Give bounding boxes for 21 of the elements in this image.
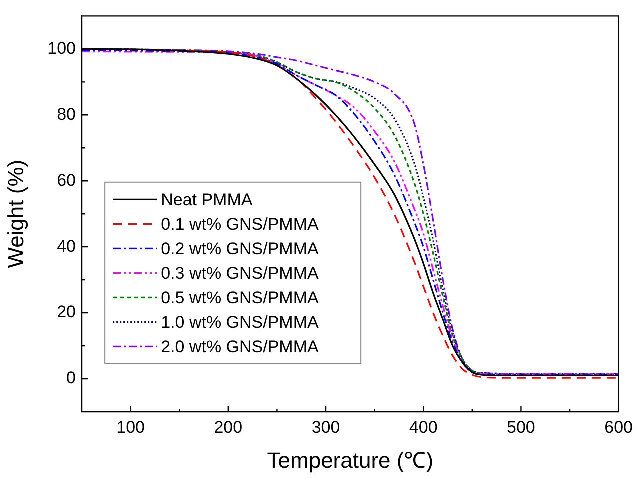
legend-label: Neat PMMA xyxy=(161,190,254,210)
legend-label: 0.5 wt% GNS/PMMA xyxy=(161,288,320,308)
x-tick-label: 400 xyxy=(409,418,438,437)
x-tick-label: 600 xyxy=(604,418,634,437)
y-axis-title: Weight (%) xyxy=(3,160,28,268)
legend-label: 0.3 wt% GNS/PMMA xyxy=(161,264,320,283)
x-tick-label: 500 xyxy=(507,418,536,437)
x-tick-label: 200 xyxy=(214,418,243,437)
x-axis-title: Temperature (℃) xyxy=(267,448,434,473)
x-tick-label: 100 xyxy=(116,418,145,437)
x-tick-label: 300 xyxy=(312,418,340,437)
legend-label: 1.0 wt% GNS/PMMA xyxy=(161,312,320,332)
y-tick-label: 60 xyxy=(57,170,76,190)
y-tick-label: 40 xyxy=(57,236,76,256)
y-tick-label: 80 xyxy=(57,104,76,124)
legend-label: 0.2 wt% GNS/PMMA xyxy=(161,239,320,258)
legend-label: 0.1 wt% GNS/PMMA xyxy=(161,214,320,234)
y-tick-label: 20 xyxy=(57,302,76,322)
y-tick-label: 0 xyxy=(66,368,76,388)
y-tick-label: 100 xyxy=(48,38,76,58)
legend-label: 2.0 wt% GNS/PMMA xyxy=(161,337,320,356)
